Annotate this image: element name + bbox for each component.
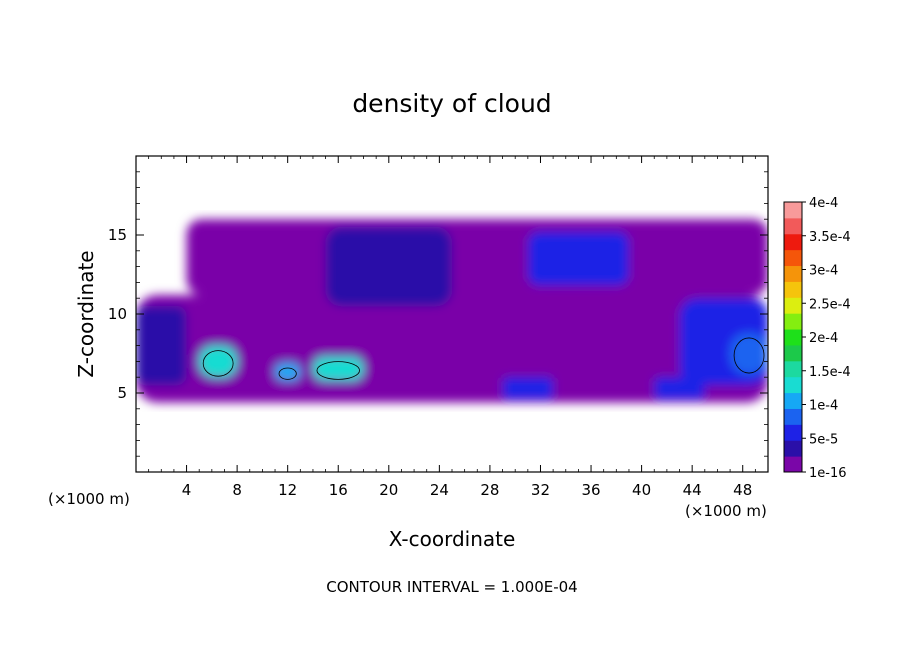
x-tick-label: 12 (278, 481, 297, 499)
x-axis-ticks: 4 8 12 16 20 24 28 32 36 40 44 48 (148, 156, 756, 499)
colorbar-swatch (784, 329, 802, 346)
y-tick-label: 10 (108, 305, 127, 323)
x-tick-label: 4 (182, 481, 192, 499)
x-tick-label: 16 (329, 481, 348, 499)
contour-line (202, 350, 234, 377)
x-axis-label: X-coordinate (389, 527, 516, 551)
x-tick-label: 40 (632, 481, 651, 499)
colorbar-label: 1e-4 (809, 399, 838, 414)
heatmap-field (136, 219, 768, 403)
colorbar: 1e-16 5e-5 1e-4 1.5e-4 2e-4 2.5e-4 3e-4 3.5e-4 4… (783, 196, 851, 481)
x-unit-left: (×1000 m) (48, 490, 130, 508)
colorbar-swatch (784, 202, 802, 219)
density-region (730, 332, 768, 375)
colorbar-swatch (784, 440, 802, 457)
y-axis-label: Z-coordinate (74, 250, 98, 377)
colorbar-swatch (784, 265, 802, 282)
colorbar-swatch (784, 408, 802, 425)
colorbar-swatch (784, 424, 802, 441)
colorbar-swatch (784, 281, 802, 298)
colorbar-swatch (784, 344, 802, 362)
y-axis-ticks: 5 10 15 (108, 171, 768, 457)
colorbar-swatch (784, 297, 802, 314)
x-tick-label: 44 (683, 481, 702, 499)
y-tick-label: 15 (108, 226, 127, 244)
density-region (502, 377, 554, 400)
density-region (186, 219, 768, 296)
chart-title: density of cloud (352, 89, 551, 118)
contour-interval-note: CONTOUR INTERVAL = 1.000E-04 (326, 578, 577, 596)
x-tick-label: 36 (581, 481, 600, 499)
density-region (325, 227, 452, 307)
x-tick-label: 48 (733, 481, 752, 499)
density-region (275, 362, 301, 381)
density-region (654, 377, 705, 400)
x-tick-label: 32 (531, 481, 550, 499)
colorbar-swatch (784, 456, 802, 473)
colorbar-label: 4e-4 (809, 196, 838, 211)
colorbar-label: 2e-4 (809, 331, 838, 346)
x-tick-label: 28 (480, 481, 499, 499)
colorbar-label: 3.5e-4 (809, 230, 851, 245)
colorbar-swatch (784, 249, 802, 267)
contour-line (278, 367, 297, 380)
x-unit-right: (×1000 m) (685, 502, 767, 520)
colorbar-swatch (784, 360, 802, 378)
colorbar-swatch (784, 376, 802, 394)
colorbar-label: 2.5e-4 (809, 297, 851, 312)
density-region (312, 356, 364, 381)
density-region (136, 306, 187, 386)
density-region (527, 231, 629, 286)
colorbar-label: 3e-4 (809, 264, 838, 279)
contour-line (316, 361, 360, 380)
contour-lines (202, 337, 765, 380)
x-tick-label: 20 (379, 481, 398, 499)
x-tick-label: 8 (232, 481, 242, 499)
colorbar-swatch (784, 392, 802, 409)
colorbar-label: 1.5e-4 (809, 365, 851, 380)
colorbar-swatch (784, 233, 802, 251)
y-tick-label: 5 (117, 384, 127, 402)
colorbar-swatch (784, 217, 802, 235)
x-tick-label: 24 (430, 481, 449, 499)
colorbar-label: 1e-16 (809, 466, 847, 481)
colorbar-swatch (784, 313, 802, 330)
colorbar-label: 5e-5 (809, 432, 838, 447)
contour-line (733, 337, 765, 374)
